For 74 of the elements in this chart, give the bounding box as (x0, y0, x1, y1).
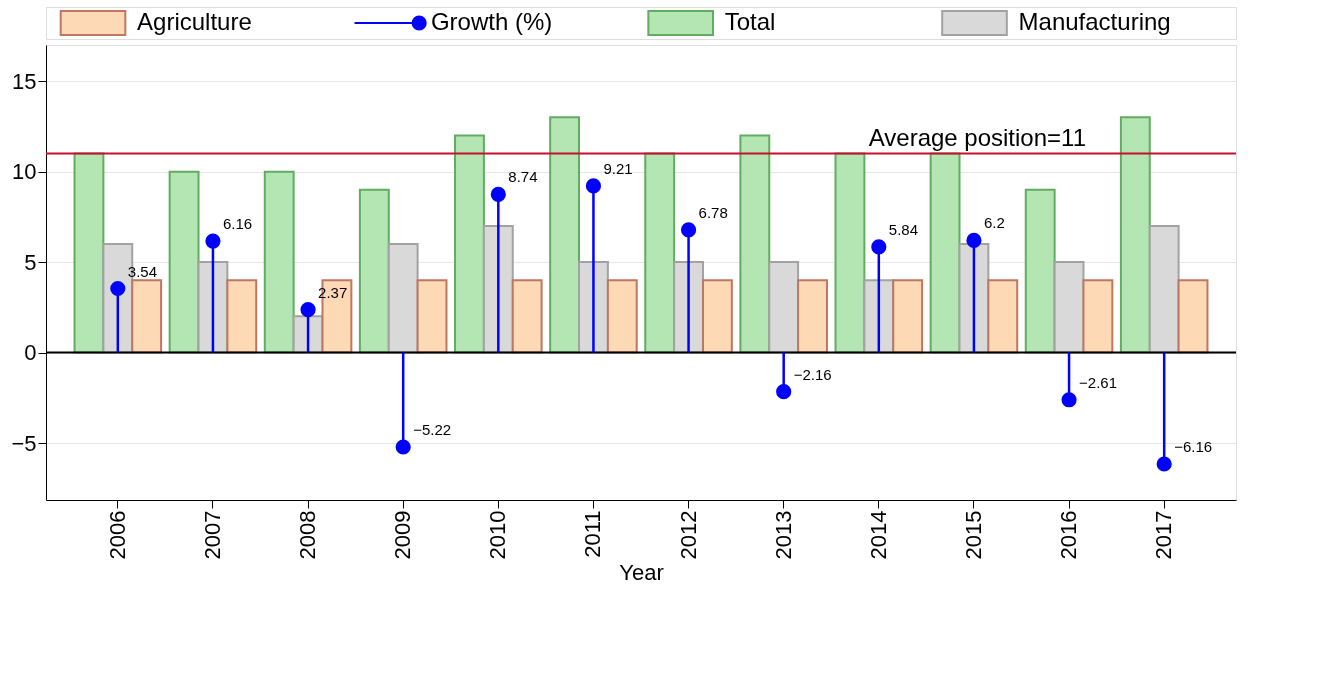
bar (929, 152, 961, 354)
bar (263, 170, 295, 354)
point (300, 302, 316, 318)
x-axis-title: Year (619, 560, 664, 586)
bar (358, 188, 390, 354)
point (776, 384, 792, 400)
data-label: 6.78 (698, 203, 728, 221)
bar (131, 279, 163, 354)
point (966, 232, 982, 248)
bar (1177, 279, 1209, 354)
bar (1082, 279, 1114, 354)
x-tick-label: 2016 (1056, 510, 1082, 560)
legend-label: Growth (%) (430, 8, 553, 35)
x-tick-label: 2012 (675, 510, 701, 560)
data-label: −2.16 (793, 365, 832, 383)
bar (549, 116, 581, 354)
data-label: −5.22 (413, 420, 452, 438)
bar (168, 170, 200, 354)
point (871, 239, 887, 255)
bar (701, 279, 733, 354)
data-label: 8.74 (508, 168, 538, 186)
data-label: −2.61 (1079, 373, 1118, 391)
bar (797, 279, 828, 354)
y-tick-label: 10 (12, 159, 37, 185)
bar (768, 261, 800, 354)
data-label: 2.37 (318, 283, 348, 301)
point (205, 233, 221, 249)
data-label: 6.16 (222, 215, 253, 233)
bar (739, 134, 771, 354)
bar (416, 279, 448, 354)
x-tick-label: 2011 (580, 510, 606, 558)
y-tick-label: 0 (24, 340, 37, 366)
x-tick-label: 2008 (295, 510, 321, 560)
x-tick-label: 2017 (1151, 510, 1177, 560)
data-label: 5.84 (888, 220, 919, 238)
bar (987, 279, 1019, 354)
bar (834, 152, 866, 354)
legend-label: Manufacturing (1018, 8, 1171, 35)
x-tick-label: 2010 (485, 510, 511, 560)
point (490, 186, 506, 202)
data-label: 6.2 (983, 214, 1005, 232)
data-label: −6.16 (1174, 438, 1213, 455)
bar (892, 279, 924, 354)
point (1061, 392, 1077, 408)
bar (387, 243, 419, 354)
x-tick-label: 2006 (104, 510, 130, 560)
point (585, 178, 602, 194)
bar (73, 152, 105, 354)
bar (454, 134, 485, 354)
legend-label: Total (724, 8, 776, 35)
bar (1119, 116, 1151, 354)
point (680, 222, 697, 238)
bar (644, 152, 676, 354)
y-tick-label: −5 (11, 430, 37, 456)
y-tick-label: 5 (24, 249, 37, 275)
point (1156, 456, 1172, 472)
x-tick-label: 2015 (960, 510, 986, 560)
point (110, 280, 126, 297)
legend-label: Agriculture (137, 8, 252, 35)
bar (511, 279, 543, 354)
bar (1024, 188, 1056, 354)
bar (1148, 224, 1180, 354)
ref-line-label: Average position=11 (868, 123, 1086, 151)
data-label: 3.54 (127, 262, 158, 280)
point (395, 439, 411, 455)
x-tick-label: 2009 (390, 510, 416, 560)
x-tick-label: 2014 (865, 510, 891, 560)
x-tick-label: 2013 (770, 510, 796, 560)
bar (226, 279, 258, 354)
data-label: 9.21 (603, 159, 633, 177)
bar (1053, 261, 1085, 354)
bar (606, 279, 638, 354)
y-tick-label: 15 (12, 68, 37, 94)
x-tick-label: 2007 (199, 510, 225, 560)
